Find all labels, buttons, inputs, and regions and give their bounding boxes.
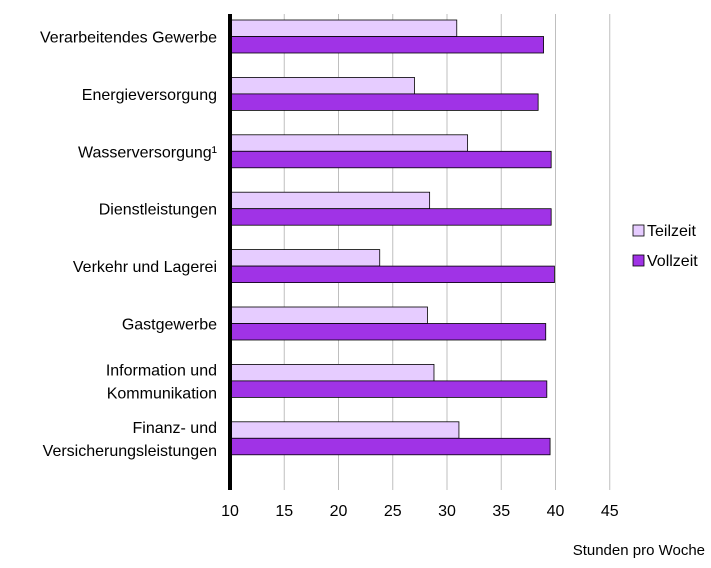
legend-label-teilzeit: Teilzeit (647, 223, 696, 240)
bar-vollzeit (229, 208, 552, 226)
category-label: Energieversorgung (82, 87, 217, 104)
bar-vollzeit (229, 437, 551, 456)
category-label: Finanz- und Versicherungsleistungen (43, 420, 217, 460)
category-label: Verkehr und Lagerei (73, 259, 217, 276)
x-tick-label: 20 (330, 503, 348, 520)
legend-swatch-teilzeit (632, 224, 645, 237)
bar-teilzeit (229, 306, 428, 324)
bar-teilzeit (229, 249, 381, 267)
x-tick-labels: 10 15 20 25 30 35 40 45 (221, 503, 619, 520)
bar-vollzeit (229, 323, 547, 341)
x-tick-label: 15 (275, 503, 293, 520)
category-label: Verarbeitendes Gewerbe (40, 30, 217, 47)
bar-vollzeit (229, 36, 544, 54)
bars (229, 19, 555, 456)
bar-vollzeit (229, 380, 548, 398)
legend: Teilzeit Vollzeit (632, 223, 698, 270)
bar-vollzeit (229, 150, 552, 169)
bar-vollzeit (229, 93, 539, 111)
category-labels: Verarbeitendes Gewerbe Energieversorgung W… (40, 30, 217, 460)
x-axis-label: Stunden pro Woche (573, 542, 705, 559)
legend-swatch-vollzeit (632, 254, 645, 267)
bar-teilzeit (229, 77, 415, 95)
x-tick-label: 25 (384, 503, 402, 520)
legend-label-vollzeit: Vollzeit (647, 253, 698, 270)
bar-teilzeit (229, 421, 460, 439)
bar-teilzeit (229, 19, 458, 37)
bar-teilzeit (229, 363, 435, 382)
category-label: Wasserversorgung¹ (78, 144, 217, 161)
category-label: Information und Kommunikation (106, 362, 217, 402)
bar-teilzeit (229, 134, 469, 152)
category-label: Dienstleistungen (99, 202, 217, 219)
x-tick-label: 45 (601, 503, 619, 520)
category-label: Gastgewerbe (122, 317, 217, 334)
x-tick-label: 40 (547, 503, 565, 520)
bar-vollzeit (229, 265, 555, 284)
x-tick-label: 10 (221, 503, 239, 520)
x-tick-label: 35 (492, 503, 510, 520)
x-tick-label: 30 (438, 503, 456, 520)
bar-teilzeit (229, 191, 431, 210)
